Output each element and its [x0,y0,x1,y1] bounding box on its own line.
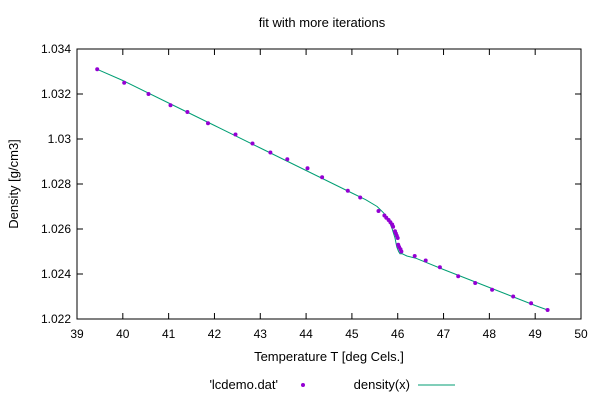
plot-frame [76,48,582,320]
data-point [529,301,534,306]
data-point [168,103,173,108]
fit-line [96,68,548,311]
x-tick-label: 39 [70,327,84,341]
x-tick-label: 41 [162,327,176,341]
x-tick-label: 40 [116,327,130,341]
data-point [456,274,461,279]
x-tick-label: 43 [254,327,268,341]
x-tick-label: 44 [299,327,313,341]
data-point [473,281,478,285]
y-tick-label: 1.024 [41,267,71,281]
x-tick-label: 45 [345,327,359,341]
data-point [233,132,238,137]
data-point [376,209,381,213]
data-layer [95,67,550,312]
y-tick-label: 1.03 [48,132,72,146]
x-axis-label: Temperature T [deg Cels.] [254,349,404,364]
data-point [305,166,310,171]
legend-point-marker [301,383,305,387]
y-tick-label: 1.034 [41,42,71,56]
data-point [345,188,350,193]
x-tick-label: 50 [574,327,588,341]
data-point [545,308,550,312]
data-point [122,80,127,85]
data-point [437,265,442,270]
y-axis-label: Density [g/cm3] [6,139,21,229]
x-tick-label: 46 [391,327,405,341]
axis-ticks: 39 40 41 42 43 44 45 46 47 48 49 50 1.022 1.024 1.026 1… [41,42,588,341]
data-point [268,150,273,155]
data-point [395,236,400,240]
data-point [320,175,325,180]
x-tick-label: 48 [483,327,497,341]
data-point [490,287,495,292]
legend: 'lcdemo.dat' density(x) [209,377,455,392]
data-point [412,254,417,258]
y-tick-label: 1.026 [41,222,71,236]
data-point [391,224,396,229]
data-point [146,92,151,96]
data-point [95,67,100,72]
legend-label-data: 'lcdemo.dat' [209,377,278,392]
chart-title: fit with more iterations [259,15,386,30]
data-point [423,258,428,263]
legend-label-fit: density(x) [354,377,410,392]
data-point [511,294,516,299]
y-tick-label: 1.032 [41,87,71,101]
data-point [285,157,290,162]
x-tick-label: 47 [437,327,451,341]
data-point [358,195,363,200]
data-point [250,141,255,146]
y-tick-label: 1.028 [41,177,71,191]
data-point [206,121,210,126]
x-tick-label: 49 [529,327,543,341]
x-tick-label: 42 [208,327,222,341]
data-point [399,249,404,254]
data-point [185,110,190,114]
y-tick-label: 1.022 [41,312,71,326]
